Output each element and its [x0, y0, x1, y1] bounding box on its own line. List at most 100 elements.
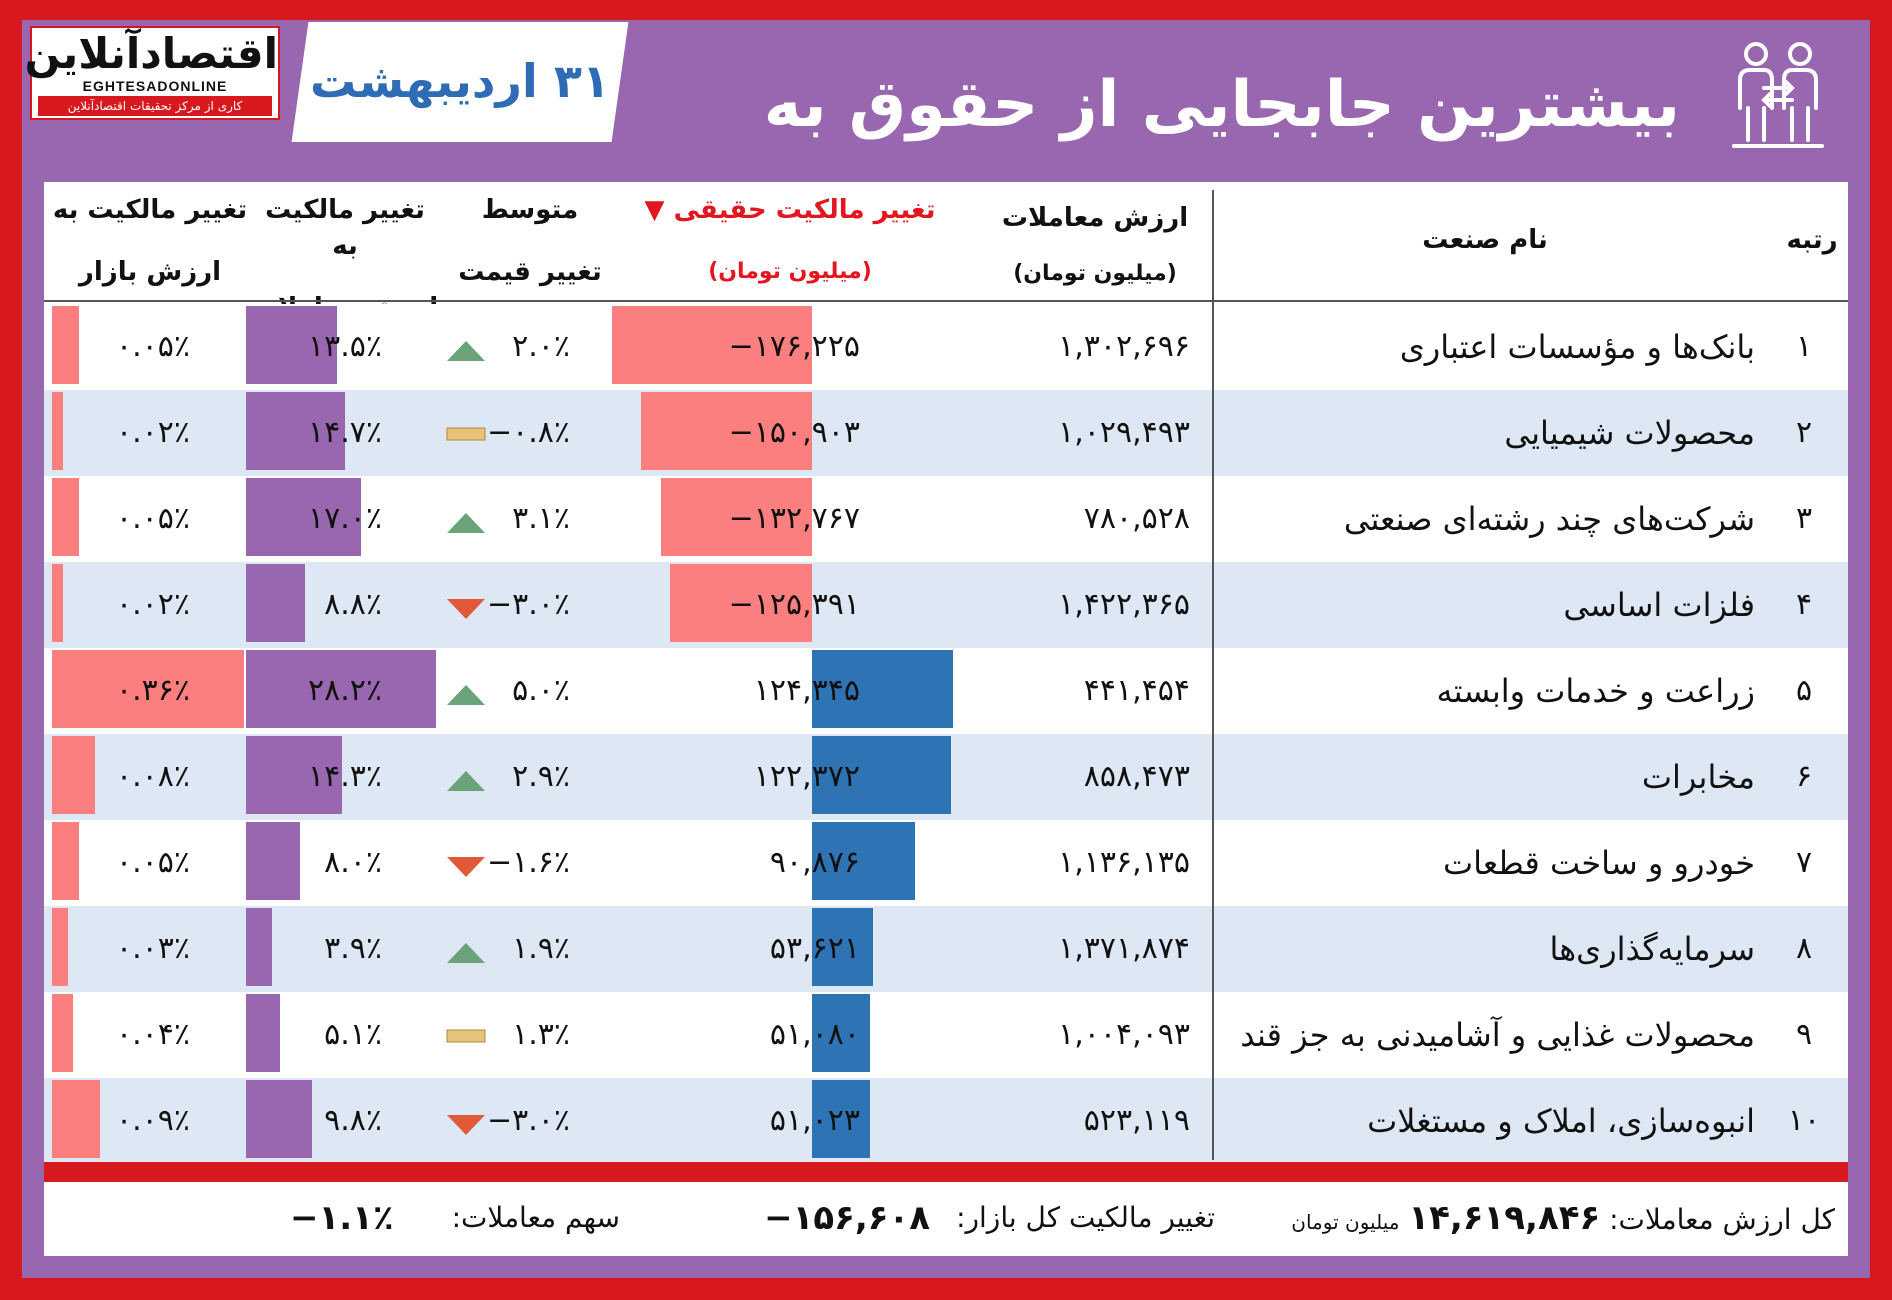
real-change-bar-negative	[669, 564, 812, 642]
header-real-title: تغییر مالکیت حقیقی ▼	[644, 195, 936, 225]
trade-ratio-cell: ۱۷.۰٪	[308, 501, 382, 536]
market-ratio-bar	[52, 822, 79, 900]
header-real-unit: (میلیون تومان)	[708, 259, 872, 284]
logo: اقتصادآنلاین EGHTESADONLINE کاری از مرکز…	[24, 26, 280, 120]
footer-total: کل ارزش معاملات: ۱۴,۶۱۹,۸۴۶ میلیون تومان	[1260, 1190, 1835, 1246]
trade-ratio-bar	[246, 650, 436, 728]
market-ratio-cell: ۰.۰۵٪	[116, 329, 190, 364]
trade-ratio-bar	[246, 392, 346, 470]
real-change-bar-positive	[812, 822, 916, 900]
footer-total-value: ۱۴,۶۱۹,۸۴۶	[1408, 1198, 1601, 1238]
real-change-cell: −۱۲۵,۳۹۱	[728, 587, 860, 622]
trade-ratio-bar	[246, 736, 343, 814]
logo-tagline: کاری از مرکز تحقیقات اقتصادآنلاین	[38, 96, 272, 116]
market-ratio-cell: ۰.۰۴٪	[116, 1017, 190, 1052]
footer-divider	[44, 1162, 1848, 1182]
header-rank: رتبه	[1786, 225, 1838, 255]
footer-market-change-value: −۱۵۶,۶۰۸	[690, 1190, 930, 1246]
industry-name-cell: انبوه‌سازی، املاک و مستغلات	[1367, 1102, 1755, 1140]
footer-total-unit: میلیون تومان	[1291, 1210, 1400, 1234]
real-change-bar-positive	[812, 1080, 870, 1158]
trend-up-icon	[446, 684, 486, 714]
market-ratio-bar	[52, 1080, 100, 1158]
trade-ratio-bar	[246, 994, 281, 1072]
market-ratio-cell: ۰.۰۲٪	[116, 415, 190, 450]
market-ratio-bar	[52, 736, 95, 814]
header-price-line1: متوسط	[481, 195, 579, 225]
industry-name-cell: مخابرات	[1641, 758, 1755, 796]
trade-ratio-bar	[246, 478, 361, 556]
real-change-cell: ۱۲۲,۳۷۲	[753, 759, 860, 794]
column-divider	[1212, 190, 1214, 1160]
trade-value-cell: ۱,۳۷۱,۸۷۴	[1058, 931, 1190, 966]
price-change-cell: ۱.۳٪	[512, 1017, 570, 1052]
market-ratio-bar	[52, 650, 244, 728]
header-value-unit: (میلیون تومان)	[1013, 261, 1177, 286]
trade-value-cell: ۸۵۸,۴۷۳	[1083, 759, 1190, 794]
footer-share-value: −۱.۱٪	[290, 1190, 400, 1246]
price-change-cell: −۳.۰٪	[486, 587, 570, 622]
trend-up-icon	[446, 512, 486, 542]
header-market-line2: ارزش بازار	[78, 257, 222, 287]
trade-ratio-cell: ۸.۸٪	[324, 587, 382, 622]
trade-value-cell: ۴۴۱,۴۵۴	[1083, 673, 1190, 708]
real-change-cell: −۱۳۲,۷۶۷	[728, 501, 860, 536]
trend-down-icon	[446, 856, 486, 886]
trend-up-icon	[446, 340, 486, 370]
market-ratio-cell: ۰.۰۸٪	[116, 759, 190, 794]
trade-ratio-bar	[246, 1080, 313, 1158]
market-ratio-cell: ۰.۰۹٪	[116, 1103, 190, 1138]
price-change-cell: ۱.۹٪	[512, 931, 570, 966]
industry-name-cell: محصولات غذایی و آشامیدنی به جز قند	[1240, 1016, 1755, 1054]
footer-market-change-number: −۱۵۶,۶۰۸	[764, 1198, 930, 1238]
market-ratio-bar	[52, 908, 68, 986]
market-ratio-cell: ۰.۳۶٪	[116, 673, 190, 708]
trade-value-cell: ۱,۱۳۶,۱۳۵	[1058, 845, 1190, 880]
industry-name-cell: شرکت‌های چند رشته‌ای صنعتی	[1343, 500, 1755, 538]
header-price-change: متوسط تغییر قیمت	[450, 192, 610, 290]
table-row	[44, 992, 1848, 1078]
trade-ratio-cell: ۹.۸٪	[324, 1103, 382, 1138]
real-change-cell: −۱۷۶,۲۲۵	[728, 329, 860, 364]
rank-cell: ۱	[1795, 329, 1813, 364]
real-change-cell: ۹۰,۸۷۶	[769, 845, 860, 880]
rank-cell: ۶	[1795, 759, 1813, 794]
price-change-cell: −۱.۶٪	[486, 845, 570, 880]
trade-ratio-cell: ۸.۰٪	[324, 845, 382, 880]
trade-value-cell: ۱,۰۲۹,۴۹۳	[1058, 415, 1190, 450]
trend-up-icon	[446, 942, 486, 972]
rank-cell: ۴	[1795, 587, 1813, 622]
footer-share-number: −۱.۱٪	[290, 1198, 394, 1238]
real-change-bar-negative	[640, 392, 812, 470]
trade-ratio-cell: ۱۳.۵٪	[308, 329, 382, 364]
footer-share-label: سهم معاملات:	[451, 1201, 620, 1234]
market-ratio-cell: ۰.۰۳٪	[116, 931, 190, 966]
trade-ratio-bar	[246, 908, 273, 986]
price-change-cell: ۵.۰٪	[512, 673, 570, 708]
rank-cell: ۷	[1795, 845, 1813, 880]
price-change-cell: ۲.۰٪	[512, 329, 570, 364]
industry-name-cell: زراعت و خدمات وابسته	[1436, 672, 1755, 710]
header-market-ratio: تغییر مالکیت به ارزش بازار	[52, 192, 248, 290]
header-industry: نام صنعت	[1422, 225, 1548, 255]
trade-ratio-cell: ۱۴.۳٪	[308, 759, 382, 794]
table-row	[44, 906, 1848, 992]
price-change-cell: ۲.۹٪	[512, 759, 570, 794]
real-change-bar-positive	[812, 908, 873, 986]
industry-name-cell: بانک‌ها و مؤسسات اعتباری	[1399, 328, 1755, 366]
trade-ratio-cell: ۳.۹٪	[324, 931, 382, 966]
trade-value-cell: ۵۲۳,۱۱۹	[1083, 1103, 1190, 1138]
real-change-bar-negative	[661, 478, 812, 556]
real-change-cell: ۵۳,۶۲۱	[769, 931, 860, 966]
industry-name-cell: محصولات شیمیایی	[1504, 414, 1755, 452]
logo-main-text: اقتصادآنلاین	[24, 29, 278, 78]
market-ratio-bar	[52, 994, 74, 1072]
trade-ratio-cell: ۲۸.۲٪	[308, 673, 382, 708]
real-change-cell: ۵۱,۰۸۰	[769, 1017, 860, 1052]
trade-value-cell: ۱,۰۰۴,۰۹۳	[1058, 1017, 1190, 1052]
trend-up-icon	[446, 770, 486, 800]
real-change-bar-positive	[812, 650, 954, 728]
rank-cell: ۳	[1795, 501, 1813, 536]
table-row	[44, 562, 1848, 648]
rank-cell: ۱۰	[1787, 1103, 1821, 1138]
